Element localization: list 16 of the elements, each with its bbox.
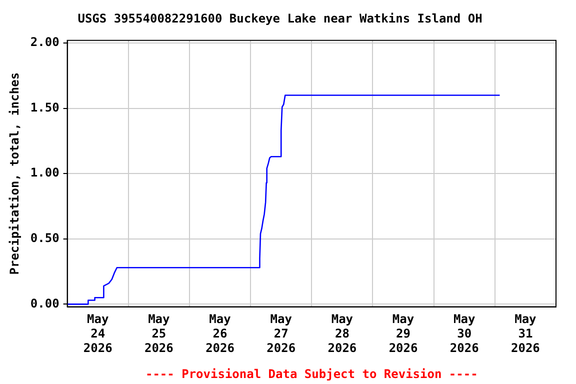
x-tick-label: May 28 2026 — [328, 312, 357, 355]
text: ---- Provisional Data Subject to Revision ---- — [145, 367, 478, 382]
chart-title: USGS 395540082291600 Buckeye Lake near Watkins Island OH — [78, 11, 482, 26]
y-tick-label: 1.50 — [30, 100, 60, 114]
x-tick-label: May 24 2026 — [83, 312, 112, 355]
x-tick-label: May 26 2026 — [206, 312, 234, 355]
x-tick-label: May 25 2026 — [144, 312, 174, 355]
y-tick-label: 0.50 — [30, 231, 60, 246]
x-tick-label: May 29 2026 — [388, 312, 418, 355]
y-tick-label: 1.00 — [30, 166, 60, 180]
y-axis-title: Precipitation, total, inches — [7, 72, 22, 275]
x-tick-label: May 27 2026 — [266, 312, 296, 355]
y-tick-label: 0.00 — [30, 296, 60, 310]
y-tick-label: 2.00 — [30, 35, 60, 50]
x-tick-label: May 31 2026 — [511, 312, 540, 355]
x-tick-label: May 30 2026 — [450, 312, 479, 355]
